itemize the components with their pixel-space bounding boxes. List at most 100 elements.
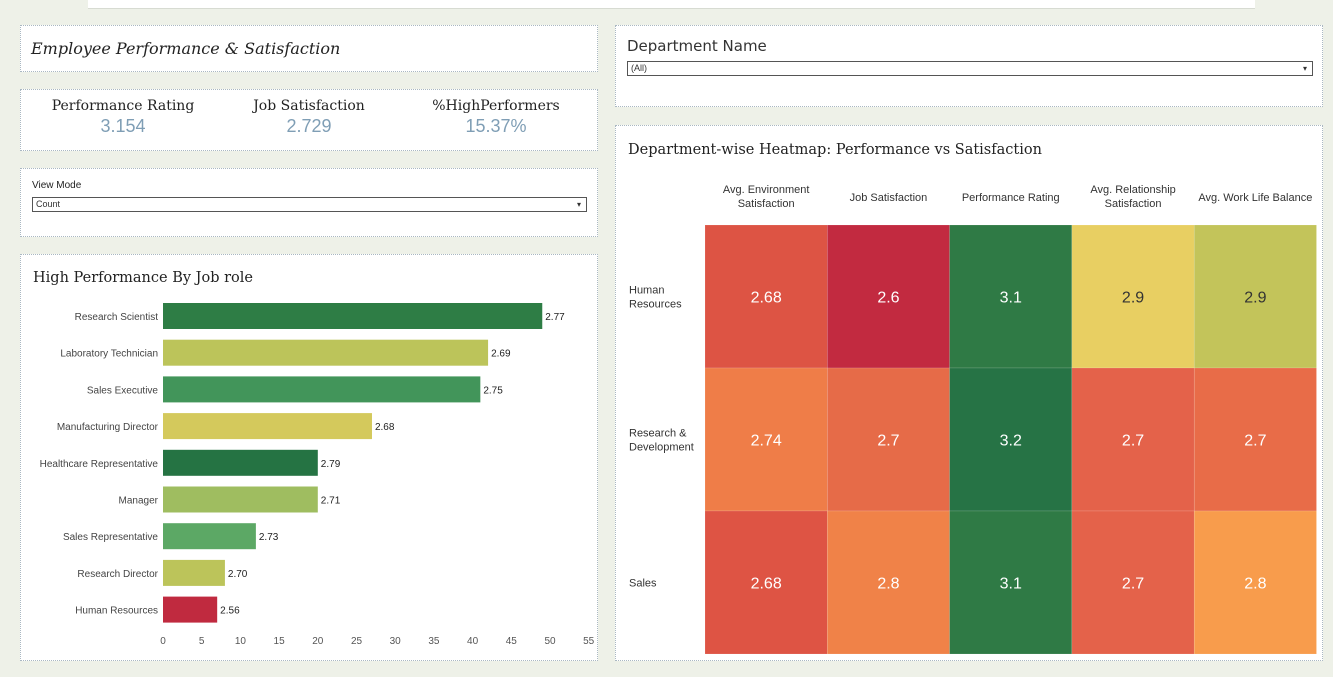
bar[interactable] <box>163 559 225 586</box>
kpi-value: 15.37% <box>465 116 527 136</box>
kpi-performance-rating: Performance Rating 3.154 <box>28 98 218 137</box>
department-dropdown[interactable]: (All) ▾ <box>627 61 1313 76</box>
bar-chart-title: High Performance By Job role <box>33 270 253 286</box>
department-filter-panel: Department Name (All) ▾ <box>615 25 1323 107</box>
department-selected: (All) <box>631 63 647 73</box>
view-mode-dropdown[interactable]: Count ▾ <box>32 197 587 212</box>
heatmap-cell-label: 2.9 <box>1244 290 1266 307</box>
heatmap-cell-label: 3.1 <box>1000 576 1022 593</box>
bar-chart-panel: High Performance By Job role Research Sc… <box>20 254 598 661</box>
bar-category-label: Human Resources <box>75 606 158 617</box>
x-tick-label: 25 <box>351 636 363 647</box>
kpi-label: %HighPerformers <box>432 98 560 114</box>
heatmap-cell[interactable] <box>1193 367 1317 512</box>
bar-data-label: 2.69 <box>491 349 511 360</box>
bar-data-label: 2.75 <box>483 385 503 396</box>
x-tick-label: 50 <box>544 636 556 647</box>
x-tick-label: 20 <box>312 636 324 647</box>
heatmap-cell-label: 2.74 <box>751 433 782 450</box>
bar[interactable] <box>163 596 218 623</box>
heatmap-column-label: Satisfaction <box>738 198 795 210</box>
bar-category-label: Sales Executive <box>87 385 159 396</box>
heatmap-cell[interactable] <box>704 367 828 512</box>
heatmap-cell[interactable] <box>827 367 950 512</box>
heatmap-chart: Avg. Environment Satisfaction Job Satisfac… <box>629 184 1317 655</box>
heatmap-cell-label: 2.7 <box>1244 433 1266 450</box>
top-strip <box>88 0 1255 9</box>
view-mode-panel: View Mode Count ▾ <box>20 168 598 237</box>
bar-data-label: 2.56 <box>220 606 240 617</box>
bar[interactable] <box>163 303 543 329</box>
x-tick-label: 45 <box>506 636 518 647</box>
heatmap-cell-label: 2.68 <box>751 576 782 593</box>
kpi-label: Job Satisfaction <box>253 98 365 114</box>
heatmap-cell[interactable] <box>949 224 1073 369</box>
heatmap-row-label: Sales <box>629 578 657 590</box>
bar[interactable] <box>163 376 481 403</box>
kpi-value: 2.729 <box>286 116 332 136</box>
heatmap-column-label: Avg. Relationship <box>1090 184 1175 196</box>
bar[interactable] <box>163 339 489 366</box>
heatmap-cell-label: 2.6 <box>877 290 899 307</box>
kpi-label: Performance Rating <box>51 98 195 114</box>
x-tick-label: 0 <box>160 636 166 647</box>
bar-chart: Research Scientist 2.77 Laboratory Technic… <box>40 303 595 647</box>
view-mode-selected: Count <box>36 199 61 209</box>
bar-category-label: Laboratory Technician <box>60 349 158 360</box>
x-tick-label: 5 <box>199 636 205 647</box>
bar[interactable] <box>163 449 318 476</box>
heatmap-cell[interactable] <box>704 224 828 369</box>
heatmap-column-label: Performance Rating <box>962 192 1060 204</box>
bar-category-label: Research Director <box>77 569 158 580</box>
bar-data-label: 2.73 <box>259 532 279 543</box>
heatmap-cell[interactable] <box>704 510 828 655</box>
heatmap-cell[interactable] <box>1071 367 1195 512</box>
heatmap-cell-label: 2.9 <box>1122 290 1144 307</box>
heatmap-cell[interactable] <box>1071 224 1195 369</box>
heatmap-row-label: Human <box>629 285 664 297</box>
bar-category-label: Manufacturing Director <box>57 422 159 433</box>
heatmap-column-label: Avg. Work Life Balance <box>1198 192 1312 204</box>
x-tick-label: 15 <box>274 636 286 647</box>
bar-data-label: 2.68 <box>375 422 395 433</box>
heatmap-column-label: Satisfaction <box>1105 198 1162 210</box>
bar[interactable] <box>163 523 256 550</box>
x-tick-label: 40 <box>467 636 479 647</box>
heatmap-column-label: Avg. Environment <box>723 184 810 196</box>
heatmap-cell-label: 2.7 <box>877 433 899 450</box>
heatmap-cell-label: 3.2 <box>1000 433 1022 450</box>
bar[interactable] <box>163 486 318 513</box>
bar-category-label: Healthcare Representative <box>40 459 159 470</box>
kpi-job-satisfaction: Job Satisfaction 2.729 <box>214 98 404 137</box>
department-filter-label: Department Name <box>627 37 767 55</box>
chevron-down-icon: ▾ <box>576 200 581 209</box>
heatmap-row-label: Resources <box>629 299 682 311</box>
heatmap-cell-label: 2.68 <box>751 290 782 307</box>
bar-category-label: Research Scientist <box>75 312 159 323</box>
heatmap-title: Department-wise Heatmap: Performance vs … <box>628 142 1042 158</box>
chevron-down-icon: ▾ <box>1302 64 1307 73</box>
heatmap-cell-label: 2.8 <box>877 576 899 593</box>
heatmap-cell-label: 3.1 <box>1000 290 1022 307</box>
bar-data-label: 2.77 <box>545 312 565 323</box>
heatmap-cell[interactable] <box>1071 510 1195 655</box>
title-panel: Employee Performance & Satisfaction <box>20 25 598 72</box>
bar-category-label: Manager <box>119 496 159 507</box>
heatmap-row-label: Development <box>629 442 694 454</box>
heatmap-cell[interactable] <box>1193 224 1317 369</box>
x-tick-label: 10 <box>235 636 247 647</box>
x-tick-label: 55 <box>583 636 595 647</box>
bar-category-label: Sales Representative <box>63 532 158 543</box>
heatmap-cell-label: 2.7 <box>1122 433 1144 450</box>
heatmap-cell[interactable] <box>1193 510 1317 655</box>
heatmap-cell-label: 2.8 <box>1244 576 1266 593</box>
bar[interactable] <box>163 413 372 440</box>
heatmap-column-label: Job Satisfaction <box>850 192 928 204</box>
heatmap-cell-label: 2.7 <box>1122 576 1144 593</box>
dashboard-title: Employee Performance & Satisfaction <box>31 39 341 58</box>
heatmap-cell[interactable] <box>949 510 1073 655</box>
heatmap-panel: Department-wise Heatmap: Performance vs … <box>615 125 1323 661</box>
kpi-high-performers: %HighPerformers 15.37% <box>401 98 591 137</box>
x-tick-label: 30 <box>390 636 402 647</box>
heatmap-cell[interactable] <box>827 510 950 655</box>
